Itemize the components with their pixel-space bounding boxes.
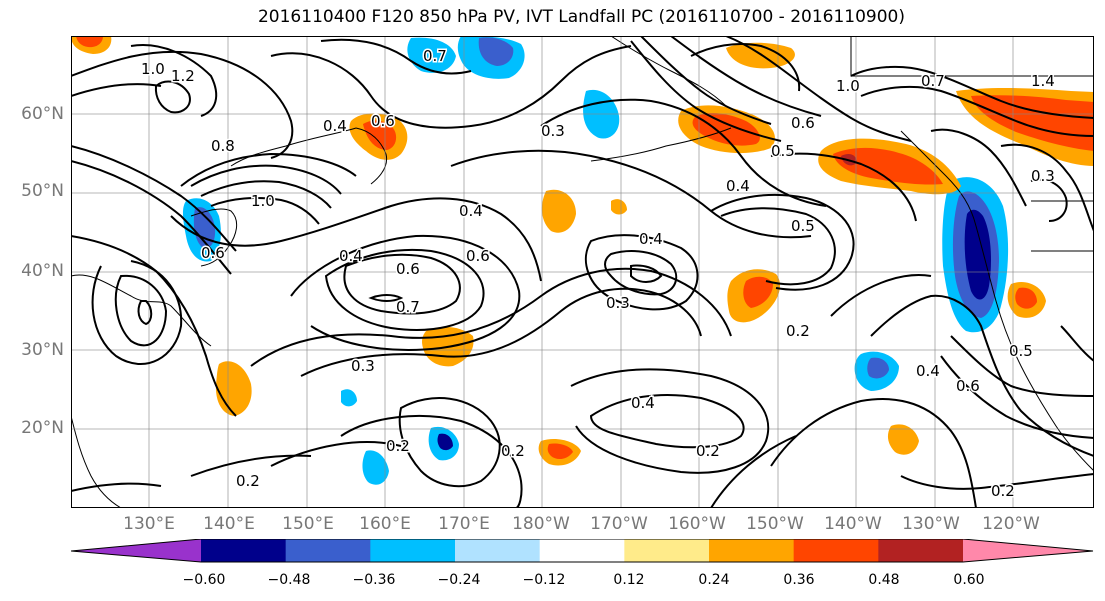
contour-label: 0.6	[396, 260, 420, 278]
pv-anomaly-patch	[457, 36, 525, 79]
colorbar-tick: 0.36	[783, 572, 815, 588]
colorbar-tick: 0.48	[868, 572, 900, 588]
colorbar-tick: 0.12	[613, 572, 645, 588]
contour-label: 0.5	[1009, 342, 1033, 360]
contour-label: 0.2	[696, 442, 720, 460]
pv-anomaly-patch	[538, 439, 581, 466]
contour-label: 0.3	[351, 357, 375, 375]
lon-label-140e: 140°E	[203, 514, 255, 534]
colorbar-segment	[201, 539, 287, 562]
contour-label: 0.5	[771, 142, 795, 160]
contour-label: 0.4	[459, 202, 483, 220]
contour-label: 1.4	[1031, 72, 1055, 90]
lon-label-170e: 170°E	[438, 514, 490, 534]
lon-label-170w: 170°W	[590, 514, 648, 534]
lon-label-150e: 150°E	[282, 514, 334, 534]
contour-label: 1.0	[836, 77, 860, 95]
colorbar-segment	[709, 539, 795, 562]
colorbar-segment	[370, 539, 456, 562]
contour-label: 1.0	[251, 192, 275, 210]
contour-label: 0.7	[396, 298, 420, 316]
colorbar-segment	[455, 539, 541, 562]
colorbar-segment	[539, 539, 625, 562]
pv-anomaly-patch	[349, 113, 408, 160]
lon-label-120w: 120°W	[982, 514, 1040, 534]
pv-anomaly-patch	[407, 37, 456, 73]
pv-anomaly-patch	[956, 87, 1094, 166]
colorbar-extend-high	[963, 539, 1093, 562]
colorbar-segment	[624, 539, 710, 562]
contour-label: 0.6	[371, 112, 395, 130]
contour-label: 0.2	[501, 442, 525, 460]
contour-label: 0.2	[386, 437, 410, 455]
lat-label-30n: 30°N	[21, 340, 64, 360]
contour-label: 0.4	[323, 117, 347, 135]
lon-label-180w: 180°W	[512, 514, 570, 534]
pv-anomaly-patch	[727, 269, 781, 323]
colorbar-tick: −0.24	[437, 572, 481, 588]
contour-label: 0.3	[541, 122, 565, 140]
lon-label-130w: 130°W	[902, 514, 960, 534]
pv-anomaly-patch	[428, 426, 459, 461]
colorbar-tick: 0.60	[953, 572, 985, 588]
contour-label: 1.0	[141, 60, 165, 78]
pv-anomaly-patch	[854, 351, 899, 391]
colorbar-tick: −0.36	[352, 572, 396, 588]
pv-anomaly-patch	[1007, 281, 1046, 318]
contour-label: 0.4	[631, 394, 655, 412]
pv-anomaly-patch	[541, 189, 576, 233]
lon-label-160e: 160°E	[359, 514, 411, 534]
colorbar	[71, 539, 1094, 563]
colorbar-segment	[285, 539, 371, 562]
pv-anomaly-patch	[182, 198, 221, 262]
pv-anomaly-patch	[362, 450, 389, 485]
colorbar-tick: −0.48	[267, 572, 311, 588]
gridlines	[71, 36, 1094, 508]
colorbar-segment	[793, 539, 879, 562]
contour-label: 0.5	[791, 217, 815, 235]
contour-labels: 1.0 1.2 0.8 1.0 0.6 0.4 0.6 0.7 0.3 0.4 …	[140, 46, 1057, 502]
colorbar-segment	[878, 539, 964, 562]
colorbar-tick: −0.12	[522, 572, 566, 588]
colorbar-extend-low	[71, 539, 201, 562]
contour-label: 0.4	[639, 230, 663, 248]
contour-label: 0.7	[921, 72, 945, 90]
contour-label: 0.6	[791, 114, 815, 132]
contour-label: 0.6	[956, 377, 980, 395]
contour-label: 0.4	[916, 362, 940, 380]
lat-label-60n: 60°N	[21, 104, 64, 124]
contour-label: 0.3	[606, 294, 630, 312]
map-panel: 1.0 1.2 0.8 1.0 0.6 0.4 0.6 0.7 0.3 0.4 …	[71, 36, 1094, 508]
pv-anomaly-patch	[887, 424, 919, 455]
colorbar-tick: 0.24	[698, 572, 730, 588]
colorbar-segments	[71, 539, 1093, 562]
lon-label-140w: 140°W	[824, 514, 882, 534]
contour-label: 0.8	[211, 137, 235, 155]
lon-label-130e: 130°E	[123, 514, 175, 534]
lon-label-160w: 160°W	[668, 514, 726, 534]
pv-anomaly-patch	[341, 389, 357, 407]
pv-anomaly-patch	[611, 199, 627, 215]
contour-label: 0.7	[423, 47, 447, 65]
lat-label-40n: 40°N	[21, 261, 64, 281]
map-title: 2016110400 F120 850 hPa PV, IVT Landfall…	[257, 7, 905, 27]
pv-anomaly-patch	[71, 36, 112, 54]
contour-label: 0.2	[236, 472, 260, 490]
contour-label: 0.2	[786, 322, 810, 340]
contour-label: 1.2	[171, 67, 195, 85]
pv-anomaly-patch	[942, 177, 1009, 333]
colorbar-tick: −0.60	[182, 572, 226, 588]
ivt-contours	[71, 36, 1094, 508]
lon-label-150w: 150°W	[746, 514, 804, 534]
lat-label-50n: 50°N	[21, 181, 64, 201]
contour-label: 0.2	[991, 482, 1015, 500]
contour-label: 0.4	[339, 247, 363, 265]
contour-label: 0.6	[466, 247, 490, 265]
contour-label: 0.6	[201, 244, 225, 262]
contour-label: 0.3	[1031, 167, 1055, 185]
lat-label-20n: 20°N	[21, 418, 64, 438]
contour-label: 0.4	[726, 177, 750, 195]
